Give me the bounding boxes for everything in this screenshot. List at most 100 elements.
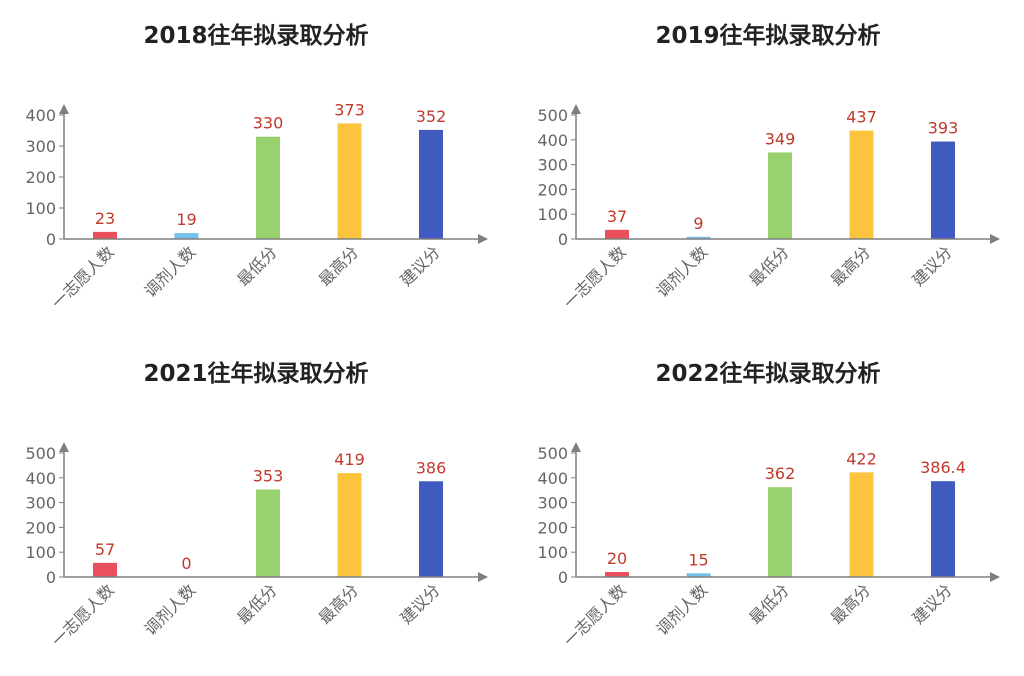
bar <box>605 229 629 239</box>
category-label: 建议分 <box>396 580 443 627</box>
y-tick-label: 400 <box>25 106 56 125</box>
x-axis-arrow <box>478 234 488 244</box>
y-tick-label: 100 <box>537 205 568 224</box>
y-tick-label: 0 <box>558 568 568 587</box>
bar-chart-2022: 20 15 362 422 386.4 0 100 200 300 400 500 一志愿人数 调剂人数… <box>537 442 1000 650</box>
category-label: 一志愿人数 <box>560 242 630 312</box>
data-label: 330 <box>253 114 284 133</box>
y-tick-label: 300 <box>537 494 568 513</box>
y-tick-label: 400 <box>537 469 568 488</box>
data-label: 0 <box>181 554 191 573</box>
y-tick-label: 500 <box>537 444 568 463</box>
category-label: 建议分 <box>908 580 955 627</box>
chart-panel-2018: 2018往年拟录取分析 23 19 330 373 352 0 100 200 300 400 一志… <box>0 0 512 338</box>
category-label: 调剂人数 <box>653 580 712 639</box>
bar <box>768 152 792 239</box>
data-label: 9 <box>693 214 703 233</box>
bar <box>849 472 874 577</box>
bar <box>605 572 629 577</box>
y-axis-arrow <box>59 104 69 114</box>
y-tick-label: 0 <box>46 230 56 249</box>
bar-chart-2021: 57 0 353 419 386 0 100 200 300 400 500 一志愿人数 调剂人数 最低分… <box>25 442 488 650</box>
data-label: 352 <box>416 107 447 126</box>
data-label: 57 <box>95 540 115 559</box>
category-label: 一志愿人数 <box>48 242 118 312</box>
chart-title: 2019往年拟录取分析 <box>655 23 881 49</box>
y-tick-label: 500 <box>537 106 568 125</box>
x-axis-arrow <box>990 572 1000 582</box>
bar <box>419 129 443 239</box>
y-tick-label: 500 <box>25 444 56 463</box>
y-axis-arrow <box>59 442 69 452</box>
bar-chart-2019: 37 9 349 437 393 0 100 200 300 400 500 一志愿人数 调剂人数 最低分… <box>537 104 1000 312</box>
bar <box>686 573 711 577</box>
category-label: 调剂人数 <box>141 242 200 301</box>
data-label: 437 <box>846 108 877 127</box>
data-label: 386.4 <box>920 458 966 477</box>
category-label: 最低分 <box>233 580 280 627</box>
y-tick-label: 100 <box>537 543 568 562</box>
chart-title: 2022往年拟录取分析 <box>655 361 881 387</box>
bar <box>256 489 280 577</box>
category-label: 最高分 <box>315 242 362 289</box>
x-axis-arrow <box>990 234 1000 244</box>
bar <box>849 130 874 239</box>
data-label: 353 <box>253 466 284 485</box>
bar <box>931 141 955 239</box>
chart-panel-2019: 2019往年拟录取分析 37 9 349 437 393 0 100 200 300 400 500… <box>512 0 1024 338</box>
y-axis-arrow <box>571 442 581 452</box>
data-label: 19 <box>176 210 196 229</box>
bar <box>337 473 362 577</box>
bar <box>93 231 117 239</box>
y-tick-label: 300 <box>537 156 568 175</box>
data-label: 373 <box>334 100 365 119</box>
y-tick-label: 100 <box>25 199 56 218</box>
y-tick-label: 300 <box>25 494 56 513</box>
data-label: 386 <box>416 458 447 477</box>
data-label: 393 <box>928 119 959 138</box>
category-label: 调剂人数 <box>653 242 712 301</box>
y-tick-label: 0 <box>558 230 568 249</box>
category-label: 最高分 <box>315 580 362 627</box>
y-axis-arrow <box>571 104 581 114</box>
data-label: 15 <box>688 550 708 569</box>
category-label: 调剂人数 <box>141 580 200 639</box>
data-label: 37 <box>607 207 627 226</box>
category-label: 最低分 <box>233 242 280 289</box>
bar <box>768 487 792 577</box>
chart-title: 2021往年拟录取分析 <box>143 361 369 387</box>
chart-title: 2018往年拟录取分析 <box>143 23 369 49</box>
chart-panel-2022: 2022往年拟录取分析 20 15 362 422 386.4 0 100 200 300 400… <box>512 338 1024 676</box>
data-label: 349 <box>765 129 796 148</box>
bar <box>337 123 362 239</box>
bar <box>256 136 280 239</box>
category-label: 最低分 <box>745 580 792 627</box>
y-tick-label: 200 <box>25 168 56 187</box>
category-label: 最低分 <box>745 242 792 289</box>
data-label: 362 <box>765 464 796 483</box>
bar <box>419 481 443 577</box>
bar <box>174 233 199 239</box>
data-label: 422 <box>846 449 877 468</box>
bar <box>686 236 711 239</box>
y-tick-label: 0 <box>46 568 56 587</box>
x-axis-arrow <box>478 572 488 582</box>
y-tick-label: 300 <box>25 137 56 156</box>
category-label: 建议分 <box>396 242 443 289</box>
category-label: 一志愿人数 <box>560 580 630 650</box>
bar-chart-2018: 23 19 330 373 352 0 100 200 300 400 一志愿人数 调剂人数 最低分 最高… <box>25 100 488 312</box>
category-label: 建议分 <box>908 242 955 289</box>
category-label: 一志愿人数 <box>48 580 118 650</box>
data-label: 20 <box>607 549 627 568</box>
chart-panel-2021: 2021往年拟录取分析 57 0 353 419 386 0 100 200 300 400 500… <box>0 338 512 676</box>
bar <box>931 481 955 577</box>
category-label: 最高分 <box>827 580 874 627</box>
data-label: 419 <box>334 450 365 469</box>
y-tick-label: 400 <box>537 131 568 150</box>
y-tick-label: 400 <box>25 469 56 488</box>
bar <box>93 562 117 577</box>
y-tick-label: 200 <box>25 518 56 537</box>
data-label: 23 <box>95 209 115 228</box>
y-tick-label: 200 <box>537 518 568 537</box>
